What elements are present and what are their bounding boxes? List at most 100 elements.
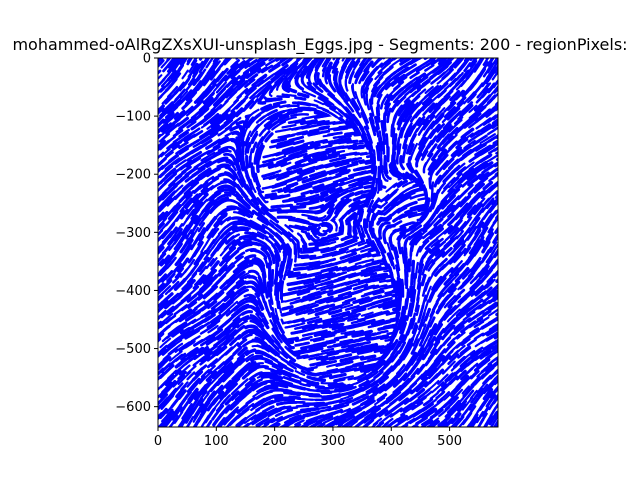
streamline-stroke [174, 329, 191, 342]
streamline-stroke [421, 294, 427, 308]
streamline-stroke [161, 151, 174, 162]
streamline-stroke [199, 58, 209, 69]
streamline-stroke [462, 132, 474, 142]
streamline-stroke [441, 354, 452, 366]
streamline-stroke [429, 408, 444, 420]
streamline-stroke [378, 137, 383, 152]
streamline-stroke [286, 162, 302, 172]
streamline-stroke [431, 250, 446, 265]
streamline-stroke [224, 342, 240, 356]
streamline-stroke [431, 381, 445, 394]
streamline-stroke [346, 162, 359, 168]
streamline-stroke [463, 62, 472, 73]
streamline-stroke [485, 228, 494, 241]
streamline-stroke [207, 324, 219, 334]
streamline-stroke [485, 340, 498, 351]
streamline-stroke [185, 229, 193, 240]
streamline-stroke [376, 237, 387, 254]
streamline-stroke [267, 360, 284, 370]
streamline-stroke [158, 196, 173, 213]
streamline-stroke [485, 166, 498, 178]
streamline-stroke [352, 215, 358, 228]
streamline-stroke [184, 238, 194, 253]
streamline-stroke [321, 167, 340, 175]
y-axis: 0−100−200−300−400−500−600 [115, 52, 158, 415]
x-tick-label: 400 [379, 434, 404, 449]
streamline-stroke [205, 419, 213, 427]
streamline-stroke [174, 352, 187, 362]
streamline-stroke [392, 372, 408, 388]
streamline-stroke [245, 382, 259, 394]
streamline-stroke [237, 263, 249, 272]
streamline-stroke [237, 61, 250, 73]
streamline-stroke [363, 378, 376, 387]
streamline-stroke [348, 70, 355, 85]
streamline-stroke [236, 80, 249, 91]
streamline-stroke [274, 162, 286, 168]
streamline-stroke [441, 204, 456, 219]
streamline-stroke [436, 391, 451, 404]
streamline-stroke [229, 107, 244, 121]
streamline-stroke [178, 128, 190, 138]
streamline-stroke [357, 371, 373, 382]
streamline-stroke [158, 69, 162, 75]
streamline-stroke [173, 109, 186, 120]
streamline-stroke [334, 403, 350, 410]
streamline-stroke [339, 375, 355, 380]
streamline-stroke [428, 226, 444, 240]
streamline-stroke [288, 377, 302, 384]
streamline-stroke [440, 188, 456, 204]
streamline-stroke [405, 171, 418, 184]
streamline-stroke [420, 197, 431, 215]
streamline-stroke [167, 204, 183, 221]
streamline-stroke [472, 261, 483, 273]
streamline-stroke [287, 70, 298, 88]
streamline-stroke [466, 204, 477, 216]
streamline-stroke [202, 91, 215, 105]
streamline-stroke [312, 58, 318, 63]
streamline-stroke [319, 181, 339, 191]
streamline-stroke [437, 373, 449, 385]
streamline-stroke [161, 111, 175, 124]
streamline-stroke [446, 195, 461, 209]
streamline-stroke [459, 345, 471, 355]
streamline-stroke [350, 289, 363, 296]
streamline-stroke [166, 272, 176, 283]
streamline-stroke [166, 135, 176, 145]
streamline-stroke [422, 340, 431, 353]
streamline-stroke [461, 389, 475, 406]
streamline-stroke [436, 149, 448, 162]
streamline-stroke [271, 334, 281, 346]
streamline-stroke [242, 62, 260, 75]
streamline-stroke [363, 272, 378, 278]
streamline-stroke [211, 60, 221, 73]
streamline-stroke [350, 101, 362, 119]
streamline-stroke [344, 236, 360, 244]
streamline-stroke [204, 344, 218, 356]
streamline-stroke [405, 288, 410, 304]
streamline-stroke [284, 80, 298, 94]
streamline-stroke [280, 161, 292, 168]
streamline-stroke [460, 227, 472, 241]
streamline-stroke [428, 335, 437, 348]
streamline-stroke [175, 159, 187, 168]
streamline-stroke [295, 74, 300, 87]
streamline-stroke [409, 83, 421, 94]
streamline-stroke [173, 304, 189, 316]
streamline-stroke [308, 170, 327, 178]
streamline-stroke [262, 340, 277, 353]
streamline-stroke [494, 208, 498, 215]
streamline-stroke [160, 122, 173, 133]
streamline-stroke [486, 58, 495, 67]
streamline-stroke [197, 287, 213, 301]
streamline-stroke [288, 194, 306, 201]
streamline-stroke [247, 95, 257, 104]
streamline-stroke [247, 73, 259, 82]
streamline-stroke [335, 266, 348, 272]
streamline-stroke [482, 256, 494, 272]
streamline-stroke [251, 132, 259, 145]
streamline-stroke [325, 240, 337, 246]
streamline-stroke [385, 371, 401, 387]
streamline-stroke [273, 340, 285, 352]
streamline-stroke [244, 84, 257, 95]
